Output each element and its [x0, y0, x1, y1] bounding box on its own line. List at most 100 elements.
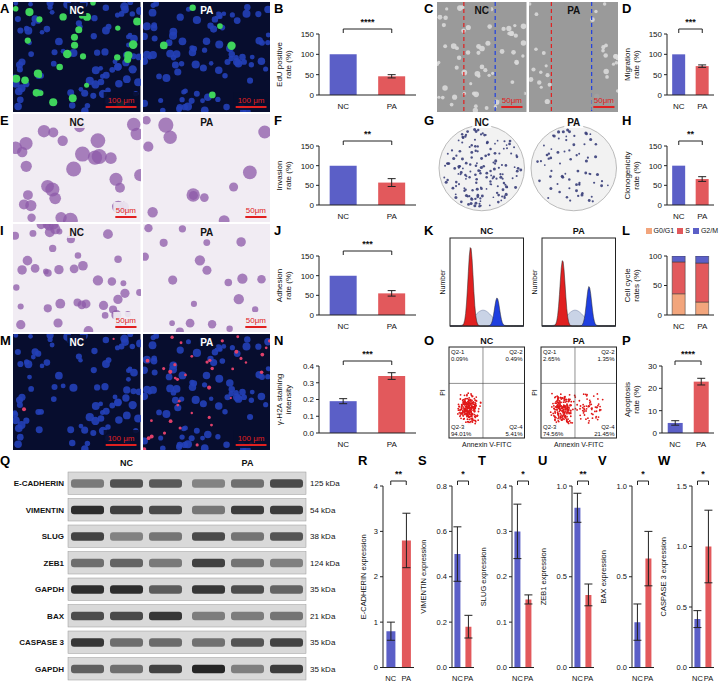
- svg-text:54 kDa: 54 kDa: [310, 506, 336, 515]
- svg-text:PA: PA: [464, 674, 473, 683]
- svg-text:NC: NC: [480, 226, 493, 236]
- svg-text:1.0: 1.0: [557, 482, 567, 491]
- svg-text:NC: NC: [70, 227, 84, 238]
- svg-text:Q2-1: Q2-1: [543, 349, 557, 355]
- svg-text:150: 150: [649, 30, 663, 39]
- svg-text:Q2-3: Q2-3: [451, 424, 465, 430]
- svg-text:*: *: [641, 469, 645, 479]
- svg-text:NC: NC: [572, 674, 583, 683]
- svg-text:Q2-3: Q2-3: [543, 424, 557, 430]
- svg-text:ZEB1 expression: ZEB1 expression: [539, 548, 548, 605]
- svg-text:35 kDa: 35 kDa: [310, 638, 336, 647]
- svg-text:0.0: 0.0: [303, 429, 315, 438]
- svg-text:0: 0: [310, 201, 315, 210]
- svg-text:EdU positive: EdU positive: [275, 42, 284, 87]
- svg-text:VIMENTIN: VIMENTIN: [26, 506, 64, 515]
- svg-text:PA: PA: [387, 212, 398, 221]
- svg-text:1: 1: [374, 618, 378, 627]
- svg-text:150: 150: [649, 142, 663, 151]
- svg-text:0.0: 0.0: [677, 663, 687, 672]
- svg-text:30: 30: [648, 362, 657, 371]
- svg-text:0.5: 0.5: [677, 603, 687, 612]
- svg-text:0.5: 0.5: [617, 572, 627, 581]
- svg-text:***: ***: [685, 17, 696, 27]
- svg-text:***: ***: [362, 349, 373, 359]
- svg-text:PA: PA: [584, 674, 593, 683]
- svg-text:***: ***: [362, 239, 373, 249]
- svg-text:PA: PA: [242, 458, 254, 468]
- svg-text:150: 150: [301, 142, 315, 151]
- svg-text:PA: PA: [387, 322, 398, 331]
- svg-text:PA: PA: [704, 674, 713, 683]
- svg-text:NC: NC: [475, 117, 489, 128]
- svg-text:****: ****: [360, 17, 375, 27]
- svg-text:0.3: 0.3: [303, 379, 315, 388]
- svg-text:rate (%): rate (%): [632, 385, 641, 414]
- svg-text:100: 100: [301, 272, 315, 281]
- svg-text:21 kDa: 21 kDa: [310, 612, 336, 621]
- svg-text:0.4: 0.4: [497, 482, 507, 491]
- svg-text:0.5: 0.5: [557, 572, 567, 581]
- svg-text:rate (%): rate (%): [632, 161, 641, 190]
- svg-text:PA: PA: [402, 674, 411, 683]
- svg-text:PA: PA: [387, 102, 398, 111]
- svg-text:35 kDa: 35 kDa: [310, 585, 336, 594]
- svg-text:50: 50: [653, 281, 662, 290]
- svg-text:100: 100: [301, 162, 315, 171]
- svg-text:NC: NC: [475, 5, 489, 16]
- svg-text:Apoptosis: Apoptosis: [623, 382, 632, 417]
- svg-text:*: *: [461, 469, 465, 479]
- svg-text:rate (%): rate (%): [284, 50, 293, 79]
- svg-text:100 μm: 100 μm: [108, 434, 135, 443]
- svg-text:CASPASE 3: CASPASE 3: [19, 638, 64, 647]
- svg-text:125 kDa: 125 kDa: [310, 479, 340, 488]
- svg-text:NC: NC: [70, 5, 84, 16]
- svg-text:PA: PA: [697, 212, 708, 221]
- svg-text:94.01%: 94.01%: [451, 431, 472, 437]
- svg-text:0: 0: [374, 663, 378, 672]
- svg-text:PA: PA: [200, 117, 213, 128]
- svg-text:2: 2: [374, 572, 378, 581]
- svg-text:1.5: 1.5: [677, 482, 687, 491]
- svg-text:rate (%): rate (%): [284, 271, 293, 300]
- svg-text:SLUG: SLUG: [42, 532, 64, 541]
- svg-text:0.0: 0.0: [617, 663, 627, 672]
- svg-text:1.35%: 1.35%: [597, 356, 615, 362]
- svg-text:0.2: 0.2: [303, 395, 315, 404]
- svg-text:PA: PA: [200, 227, 213, 238]
- svg-text:E-CADHERIN: E-CADHERIN: [14, 479, 64, 488]
- svg-text:Number: Number: [531, 269, 538, 295]
- svg-text:intensity: intensity: [284, 385, 293, 414]
- svg-text:rate (%): rate (%): [632, 50, 641, 79]
- svg-text:50μm: 50μm: [593, 96, 614, 105]
- svg-text:NC: NC: [70, 117, 84, 128]
- svg-text:0.6: 0.6: [437, 527, 447, 536]
- svg-text:50μm: 50μm: [245, 316, 266, 325]
- svg-text:5.41%: 5.41%: [505, 431, 523, 437]
- svg-text:Q2-4: Q2-4: [601, 424, 615, 430]
- svg-text:Adhesion: Adhesion: [275, 269, 284, 302]
- svg-text:0.0: 0.0: [557, 663, 567, 672]
- svg-text:NC: NC: [512, 674, 523, 683]
- svg-text:50μm: 50μm: [116, 206, 137, 215]
- svg-text:50μm: 50μm: [245, 206, 266, 215]
- svg-text:NC: NC: [337, 212, 349, 221]
- svg-text:0: 0: [310, 311, 315, 320]
- svg-text:0.1: 0.1: [303, 412, 315, 421]
- svg-text:100 μm: 100 μm: [237, 434, 264, 443]
- svg-text:NC: NC: [337, 440, 349, 449]
- svg-text:NC: NC: [337, 322, 349, 331]
- svg-text:PA: PA: [572, 336, 584, 346]
- svg-text:PA: PA: [200, 5, 213, 16]
- svg-text:PA: PA: [572, 226, 584, 236]
- svg-text:0: 0: [310, 91, 315, 100]
- svg-text:0.1: 0.1: [497, 618, 507, 627]
- svg-text:38 kDa: 38 kDa: [310, 532, 336, 541]
- svg-text:NC: NC: [673, 212, 685, 221]
- svg-text:SLUG expression: SLUG expression: [479, 547, 488, 606]
- svg-text:50: 50: [653, 181, 662, 190]
- svg-text:GAPDH: GAPDH: [35, 585, 64, 594]
- svg-text:PI: PI: [439, 389, 446, 396]
- svg-text:Q2-2: Q2-2: [601, 349, 615, 355]
- svg-text:0.4: 0.4: [437, 572, 447, 581]
